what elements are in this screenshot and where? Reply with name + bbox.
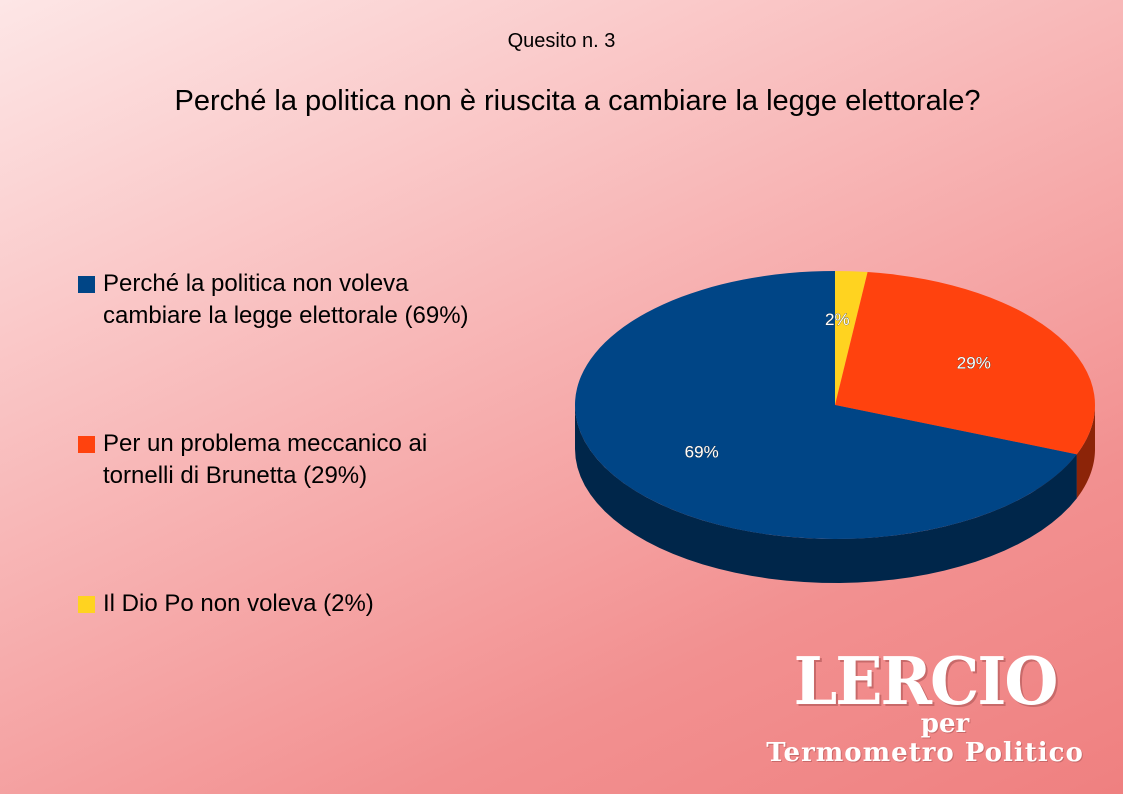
pie-slice-1 [835,272,1095,455]
pie-slice-2 [835,271,868,405]
legend-label-0: Perché la politica non voleva cambiare l… [103,270,469,329]
pie-label-0: 69% [685,443,719,462]
pie-side-0 [575,405,1077,583]
chart-title: Perché la politica non è riuscita a camb… [174,85,981,117]
legend-item-2: Il Dio Po non voleva (2%) [78,588,374,620]
legend-item-0: Perché la politica non voleva cambiare l… [78,268,469,332]
chart-subtitle: Quesito n. 3 [507,30,616,52]
logo-sub-text: Termometro Politico [766,738,1084,768]
lercio-logo: LERCIO per Termometro Politico [740,643,1110,768]
legend-label-1: Per un problema meccanico ai tornelli di… [103,430,428,489]
pie-label-2: 2% [825,310,850,329]
legend-swatch-0 [78,276,95,293]
pie-slice-0 [574,271,1077,539]
logo-per-text: per [920,709,970,739]
logo-main-text: LERCIO [793,643,1059,720]
pie-label-1: 29% [957,354,991,373]
legend-swatch-2 [78,596,95,613]
legend-swatch-1 [78,436,95,453]
legend-item-1: Per un problema meccanico ai tornelli di… [78,428,427,492]
legend-label-2: Il Dio Po non voleva (2%) [103,590,374,617]
pie-side-1 [1076,405,1095,499]
